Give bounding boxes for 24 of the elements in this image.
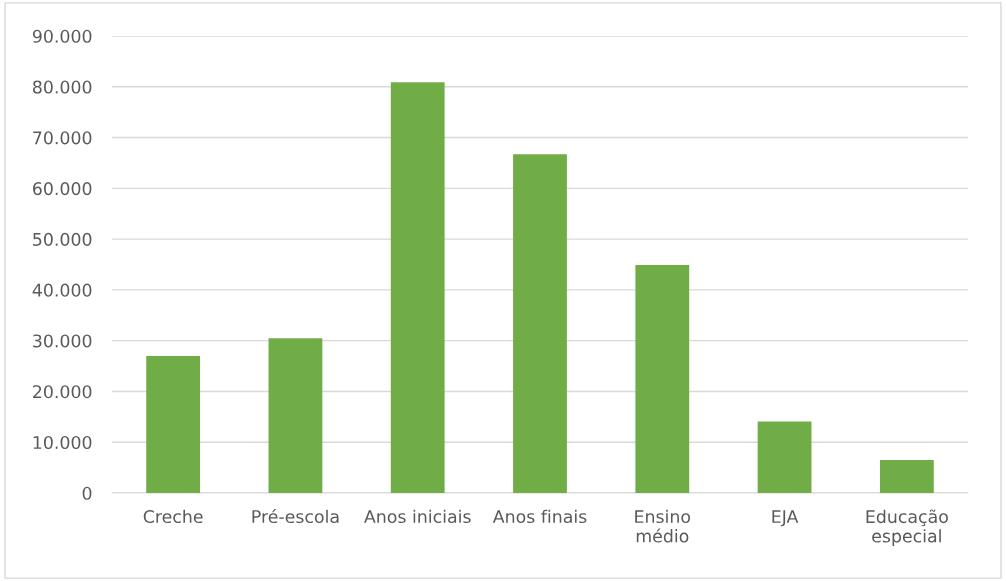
bar bbox=[513, 154, 567, 493]
bar bbox=[635, 265, 690, 493]
y-tick-label: 40.000 bbox=[32, 283, 92, 297]
y-tick-label: 90.000 bbox=[32, 29, 92, 43]
bar bbox=[146, 355, 201, 493]
x-tick-label: Pré-escola bbox=[252, 508, 339, 524]
bar bbox=[268, 338, 323, 493]
x-tick-label: Ensino médio bbox=[635, 509, 691, 543]
bar bbox=[757, 421, 812, 493]
bar bbox=[879, 459, 934, 493]
x-tick-label: Creche bbox=[143, 509, 203, 524]
y-tick-label: 60.000 bbox=[33, 182, 92, 196]
x-tick-label: Educação especial bbox=[866, 509, 948, 546]
y-tick-label: 30.000 bbox=[33, 334, 92, 348]
bar bbox=[390, 82, 445, 493]
x-tick-label: EJA bbox=[772, 510, 799, 527]
y-tick-label: 20.000 bbox=[33, 385, 92, 399]
y-tick-label: 0 bbox=[82, 486, 92, 500]
y-tick-label: 70.000 bbox=[33, 131, 92, 145]
y-tick-label: 80.000 bbox=[32, 80, 92, 94]
x-tick-label: Anos iniciais bbox=[364, 509, 471, 524]
x-tick-label: Anos finais bbox=[492, 509, 587, 524]
y-tick-label: 50.000 bbox=[33, 232, 92, 246]
y-tick-label: 10.000 bbox=[33, 435, 92, 450]
